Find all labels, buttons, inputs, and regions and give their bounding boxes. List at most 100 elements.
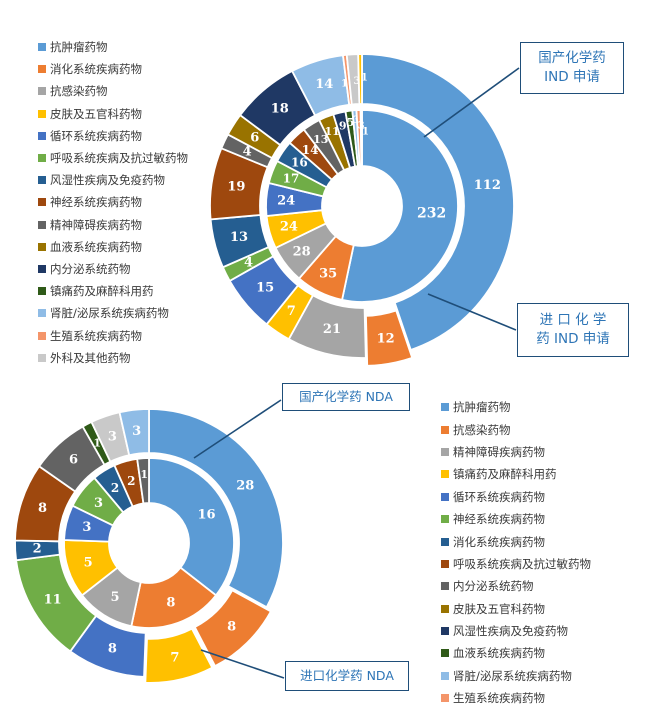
legend-item-label: 血液系统疾病药物 xyxy=(453,646,545,661)
legend-item[interactable]: 呼吸系统疾病及抗过敏药物 xyxy=(38,147,188,169)
legend-swatch-icon xyxy=(38,287,46,296)
pie-slice[interactable] xyxy=(118,408,150,457)
pie-slice-value-label: 1 xyxy=(93,437,101,450)
legend-item[interactable]: 消化系统疾病药物 xyxy=(441,530,591,552)
legend-item-label: 循环系统疾病药物 xyxy=(50,128,142,143)
legend-item[interactable]: 肾脏/泌尿系统疾病药物 xyxy=(441,665,591,687)
callout-import-nda: 进口化学药 NDA xyxy=(285,661,409,691)
pie-slice-value-label: 1 xyxy=(140,468,148,481)
legend-item-label: 肾脏/泌尿系统疾病药物 xyxy=(50,306,169,321)
pie-slice[interactable] xyxy=(136,457,150,505)
legend-item[interactable]: 精神障碍疾病药物 xyxy=(441,441,591,463)
legend-item[interactable]: 神经系统疾病药物 xyxy=(38,191,188,213)
pie-slice[interactable] xyxy=(357,53,363,105)
pie-slice-value-label: 16 xyxy=(291,155,308,169)
donut-chart-chemical-ind: 112 12 21 7 15 4 13 19 4 6 18 14 1 3 1 232 35 28 24 24 17 16 1… xyxy=(209,24,515,374)
legend-item-label: 呼吸系统疾病及抗过敏药物 xyxy=(50,151,188,166)
legend-item[interactable]: 生殖系统疾病药物 xyxy=(38,324,188,346)
pie-slice-value-label: 3 xyxy=(94,496,103,511)
pie-slice-value-label: 11 xyxy=(44,593,62,608)
legend-item-label: 镇痛药及麻醉科用药 xyxy=(453,467,557,482)
pie-slice-value-label: 13 xyxy=(313,133,328,146)
legend-item-label: 循环系统疾病药物 xyxy=(453,489,545,504)
pie-slice-value-label: 6 xyxy=(250,130,259,145)
legend-item-label: 内分泌系统药物 xyxy=(453,579,534,594)
legend-item[interactable]: 抗肿瘤药物 xyxy=(38,36,188,58)
legend-swatch-icon xyxy=(38,264,46,273)
legend-item-label: 抗感染药物 xyxy=(50,84,108,99)
legend-item[interactable]: 抗肿瘤药物 xyxy=(441,396,591,418)
pie-slice-value-label: 3 xyxy=(108,430,117,445)
legend-swatch-icon xyxy=(38,43,46,52)
pie-slice-value-label: 1 xyxy=(361,73,368,84)
pie-slice-value-label: 28 xyxy=(293,245,311,260)
pie-slice[interactable] xyxy=(359,109,363,167)
legend-item-label: 生殖系统疾病药物 xyxy=(453,691,545,706)
legend-item-label: 肾脏/泌尿系统疾病药物 xyxy=(453,668,572,683)
pie-slice-value-label: 2 xyxy=(33,542,42,557)
pie-slice[interactable] xyxy=(148,457,235,597)
legend-item[interactable]: 生殖系统疾病药物 xyxy=(441,687,591,709)
legend-item[interactable]: 血液系统疾病药物 xyxy=(38,236,188,258)
legend-item[interactable]: 镇痛药及麻醉科用药 xyxy=(38,280,188,302)
pie-slice[interactable] xyxy=(144,627,214,684)
pie-slice-value-label: 28 xyxy=(236,478,254,493)
legend-item[interactable]: 循环系统疾病药物 xyxy=(38,125,188,147)
pie-slice[interactable] xyxy=(365,309,414,367)
legend-item[interactable]: 风湿性疾病及免疫药物 xyxy=(38,169,188,191)
pie-slice-value-label: 24 xyxy=(280,219,298,234)
legend-item-label: 皮肤及五官科药物 xyxy=(453,601,545,616)
donut-chart-chemical-nda: 28 8 7 8 11 2 8 6 1 3 3 16 8 5 5 3 3 2 2 1 xyxy=(6,388,306,698)
legend-item[interactable]: 抗感染药物 xyxy=(441,418,591,440)
pie-slice-value-label: 5 xyxy=(84,555,93,570)
legend-swatch-icon xyxy=(441,470,449,479)
legend-swatch-icon xyxy=(441,447,449,456)
legend-swatch-icon xyxy=(38,220,46,229)
legend-item-label: 呼吸系统疾病及抗过敏药物 xyxy=(453,556,591,571)
pie-slice-value-label: 18 xyxy=(271,102,289,117)
legend-item[interactable]: 皮肤及五官科药物 xyxy=(441,598,591,620)
legend-swatch-icon xyxy=(441,403,449,412)
pie-slice-value-label: 15 xyxy=(256,281,274,296)
pie-slice[interactable] xyxy=(340,109,459,303)
pie-slice-value-label: 7 xyxy=(170,651,179,666)
pie-slice-value-label: 112 xyxy=(474,178,501,193)
legend-item-label: 镇痛药及麻醉科用药 xyxy=(50,284,154,299)
legend-item-label: 生殖系统疾病药物 xyxy=(50,328,142,343)
legend-item[interactable]: 呼吸系统疾病及抗过敏药物 xyxy=(441,553,591,575)
legend-item[interactable]: 肾脏/泌尿系统疾病药物 xyxy=(38,302,188,324)
legend-chemical-nda: 抗肿瘤药物抗感染药物精神障碍疾病药物 镇痛药及麻醉科用药 循环系统疾病药物神经系统疾… xyxy=(441,396,591,709)
legend-swatch-icon xyxy=(38,65,46,74)
legend-item[interactable]: 消化系统疾病药物 xyxy=(38,58,188,80)
pie-slice-value-label: 35 xyxy=(319,267,337,282)
legend-item-label: 血液系统疾病药物 xyxy=(50,239,142,254)
legend-item[interactable]: 皮肤及五官科药物 xyxy=(38,103,188,125)
legend-item-label: 外科及其他药物 xyxy=(50,350,131,365)
legend-item[interactable]: 内分泌系统药物 xyxy=(38,258,188,280)
legend-swatch-icon xyxy=(441,537,449,546)
pie-slice-value-label: 3 xyxy=(132,424,141,439)
callout-domestic-ind: 国产化学药 IND 申请 xyxy=(520,42,624,94)
legend-item-label: 内分泌系统药物 xyxy=(50,261,131,276)
legend-swatch-icon xyxy=(38,353,46,362)
callout-import-nda-text: 进口化学药 NDA xyxy=(300,668,394,684)
legend-item[interactable]: 镇痛药及麻醉科用药 xyxy=(441,463,591,485)
legend-swatch-icon xyxy=(38,309,46,318)
legend-item[interactable]: 神经系统疾病药物 xyxy=(441,508,591,530)
legend-item[interactable]: 外科及其他药物 xyxy=(38,347,188,369)
legend-item-label: 抗肿瘤药物 xyxy=(453,400,511,415)
legend-item-label: 抗感染药物 xyxy=(453,422,511,437)
legend-item[interactable]: 循环系统疾病药物 xyxy=(441,486,591,508)
callout-import-ind-text: 进 口 化 学 药 IND 申请 xyxy=(536,311,610,347)
legend-item[interactable]: 内分泌系统药物 xyxy=(441,575,591,597)
pie-slice-value-label: 17 xyxy=(283,171,300,185)
legend-swatch-icon xyxy=(38,242,46,251)
legend-item[interactable]: 精神障碍疾病药物 xyxy=(38,214,188,236)
legend-swatch-icon xyxy=(38,176,46,185)
pie-slice-value-label: 9 xyxy=(339,119,347,132)
legend-item[interactable]: 血液系统疾病药物 xyxy=(441,642,591,664)
legend-item[interactable]: 风湿性疾病及免疫药物 xyxy=(441,620,591,642)
legend-item-label: 精神障碍疾病药物 xyxy=(453,444,545,459)
legend-item[interactable]: 抗感染药物 xyxy=(38,80,188,102)
